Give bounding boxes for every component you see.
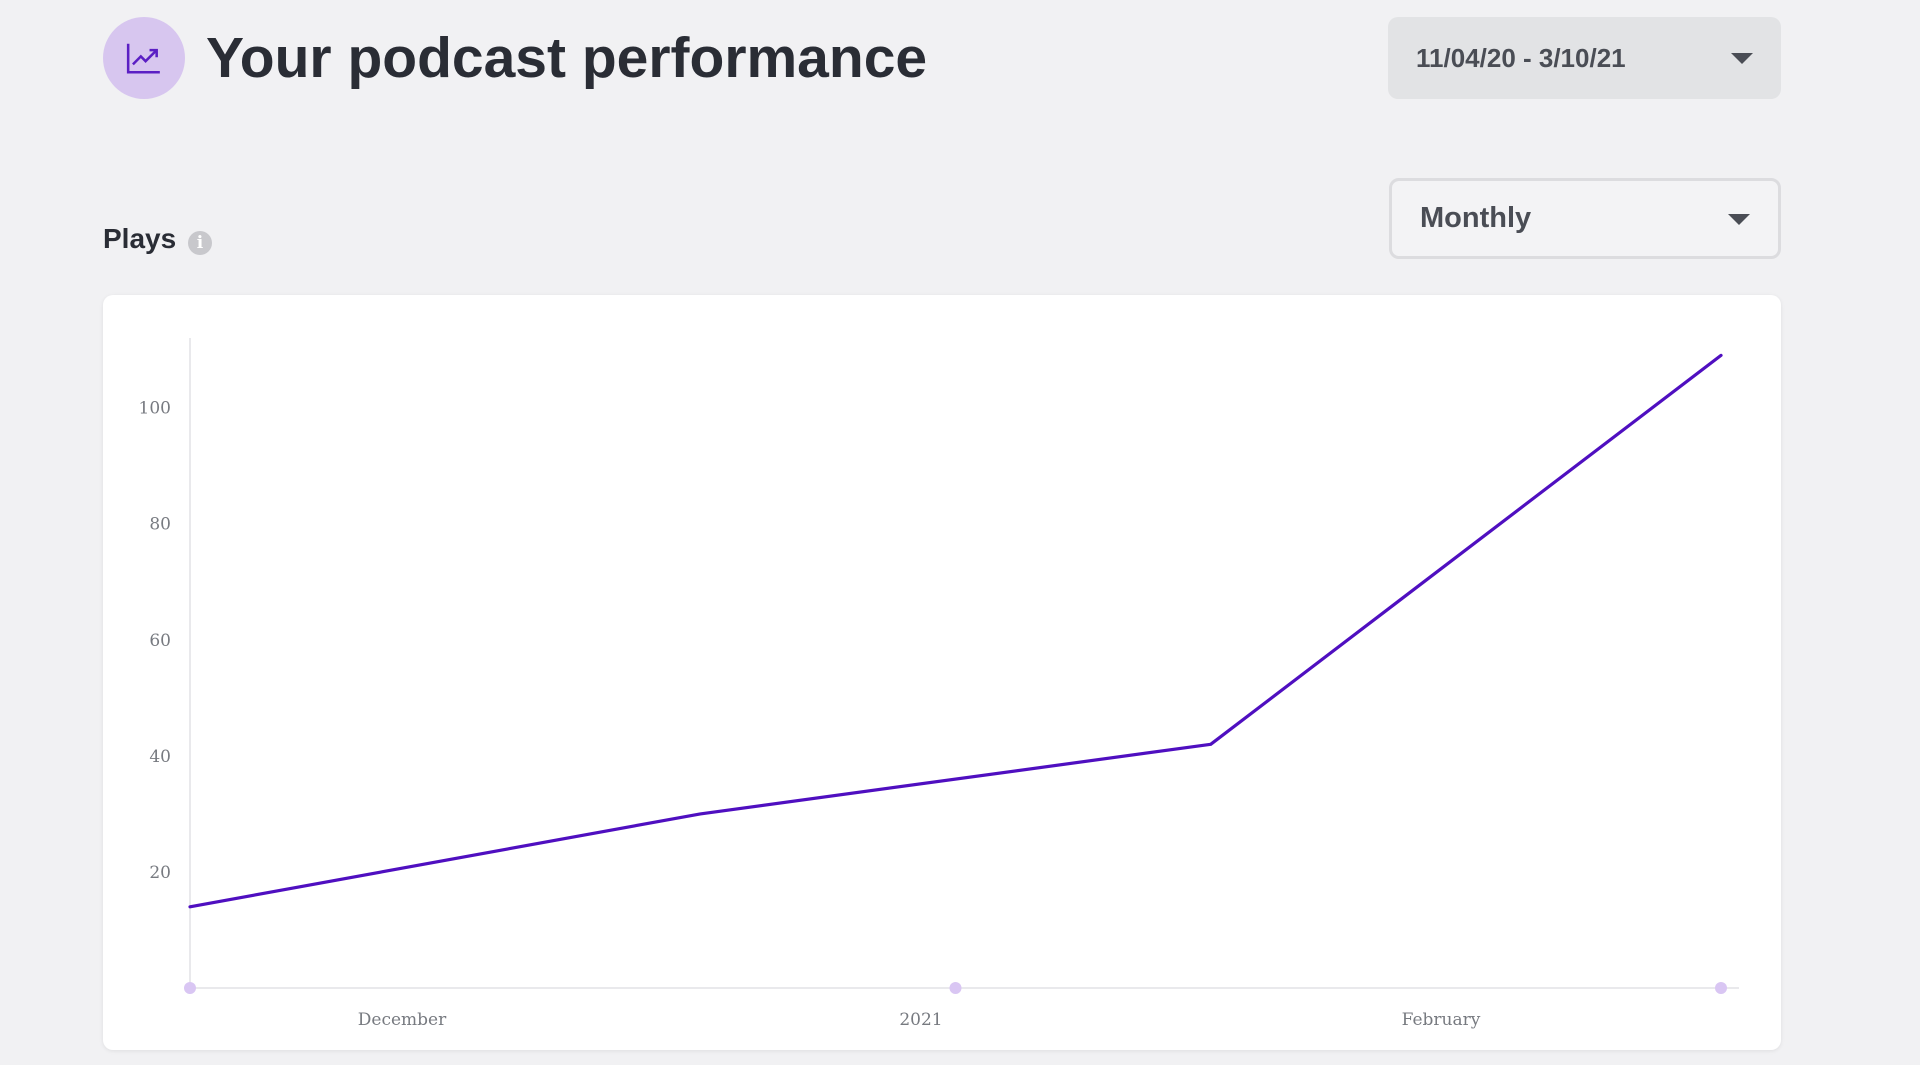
chevron-down-icon <box>1731 53 1753 64</box>
x-axis-marker <box>1715 982 1727 994</box>
x-tick-label: February <box>1402 1010 1481 1030</box>
y-tick-label: 60 <box>149 631 171 651</box>
y-tick-label: 80 <box>149 515 171 535</box>
info-icon[interactable]: i <box>188 231 212 255</box>
period-select[interactable]: Monthly <box>1389 178 1781 259</box>
trending-up-icon <box>126 43 160 74</box>
y-tick-label: 100 <box>139 399 171 419</box>
chart-card: 20 40 60 80 100 December 2021 February <box>103 295 1781 1050</box>
x-axis-marker <box>949 982 962 994</box>
metric-label: Plays <box>103 223 177 254</box>
y-tick-label: 20 <box>149 863 171 883</box>
x-tick-label: 2021 <box>899 1010 942 1030</box>
page-title: Your podcast performance <box>206 26 928 90</box>
chevron-down-icon <box>1728 213 1750 225</box>
header-chart-icon <box>103 17 185 99</box>
x-axis-marker <box>184 982 196 994</box>
date-range-select[interactable]: 11/04/20 - 3/10/21 <box>1388 17 1781 99</box>
y-tick-label: 40 <box>149 747 171 767</box>
period-value: Monthly <box>1420 202 1532 234</box>
plays-line-chart: 20 40 60 80 100 December 2021 February <box>139 338 1739 1030</box>
x-tick-label: December <box>358 1010 447 1030</box>
date-range-value: 11/04/20 - 3/10/21 <box>1416 42 1626 73</box>
plays-series-line <box>188 353 1723 909</box>
